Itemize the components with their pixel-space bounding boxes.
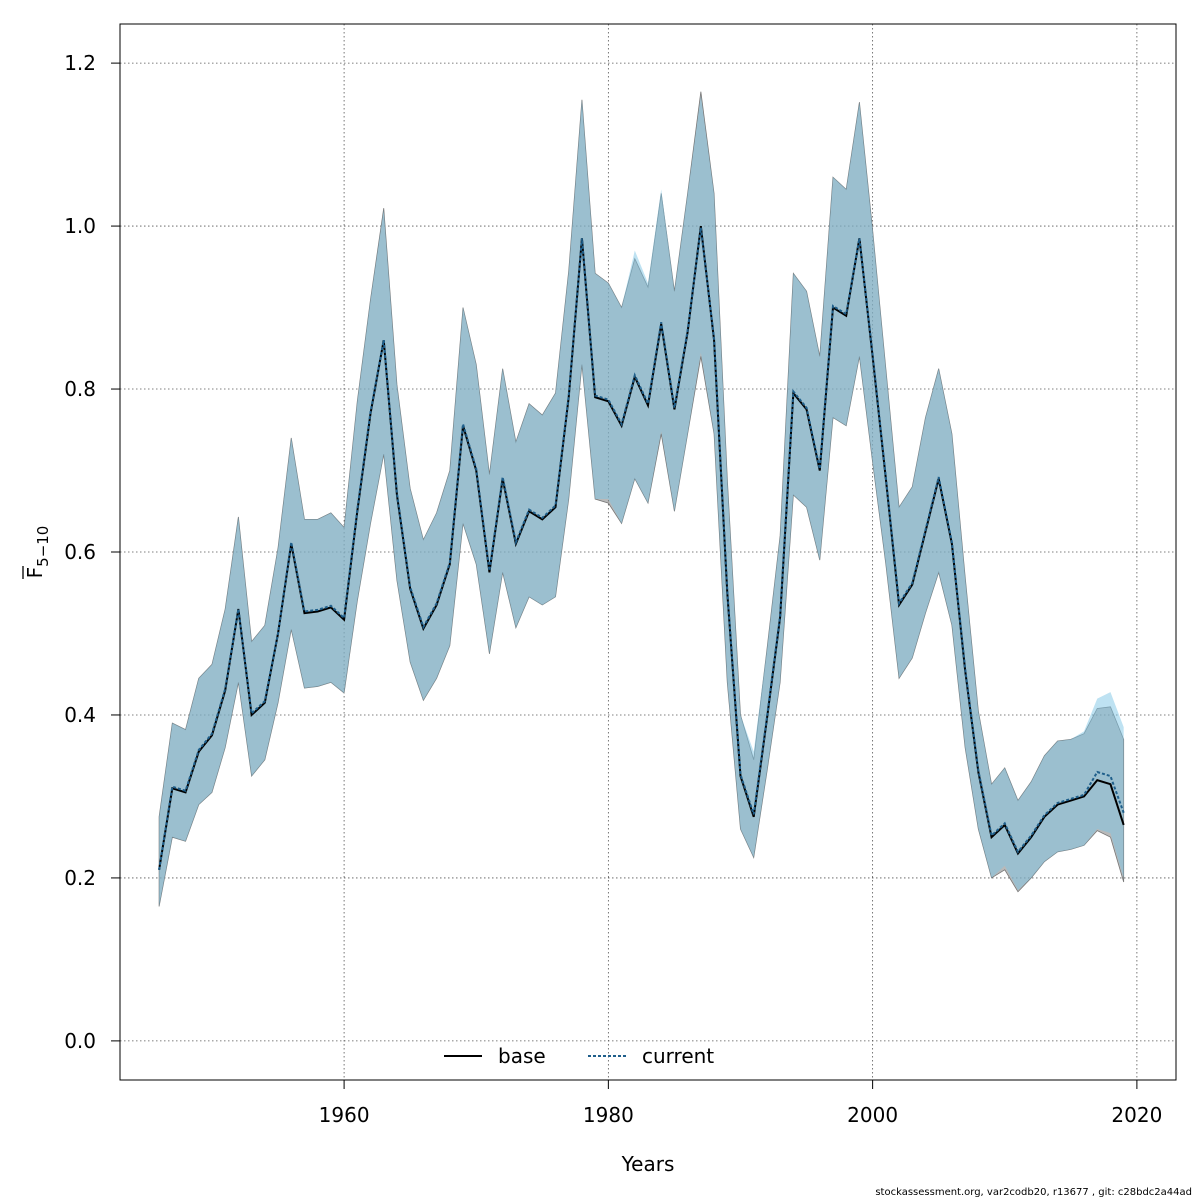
band-current — [159, 95, 1124, 907]
y-axis-title-main: F — [23, 567, 47, 579]
x-tick-label: 1960 — [319, 1103, 370, 1127]
y-tick-label: 0.2 — [64, 866, 96, 890]
y-tick-label: 1.0 — [64, 214, 96, 238]
y-tick-label: 0.8 — [64, 377, 96, 401]
legend-current-label: current — [642, 1044, 714, 1068]
y-axis-title-subscript: 5−10 — [34, 526, 52, 567]
y-tick-label: 0.4 — [64, 703, 96, 727]
line-base — [158, 225, 1125, 870]
legend-base-label: base — [498, 1044, 546, 1068]
confidence-bands — [158, 91, 1125, 907]
line-current — [158, 227, 1125, 870]
axes: 1960 1980 2000 2020 0.0 0.2 0.4 0.6 0.8 1.0 1.2 — [64, 51, 1162, 1127]
x-axis-title: Years — [621, 1152, 675, 1176]
series-lines — [158, 225, 1125, 870]
y-tick-label: 0.0 — [64, 1029, 96, 1053]
y-axis-title: F5−10 — [22, 526, 52, 579]
svg-text:F5−10: F5−10 — [23, 526, 52, 579]
x-tick-label: 2000 — [847, 1103, 898, 1127]
y-tick-label: 0.6 — [64, 540, 96, 564]
y-tick-label: 1.2 — [64, 51, 96, 75]
footer-note: stockassessment.org, var2codb20, r13677 … — [875, 1187, 1192, 1198]
x-tick-label: 1980 — [583, 1103, 634, 1127]
x-tick-label: 2020 — [1111, 1103, 1162, 1127]
legend: base current — [444, 1044, 714, 1068]
